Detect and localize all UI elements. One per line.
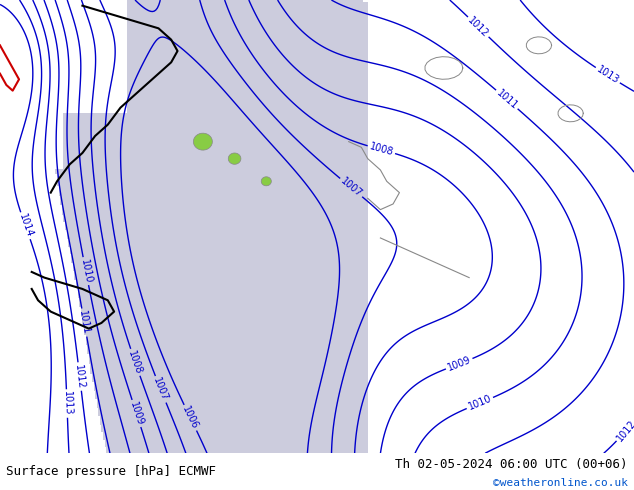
Text: 1011: 1011 (77, 310, 91, 336)
Text: 1007: 1007 (339, 176, 364, 199)
Text: 1012: 1012 (74, 364, 86, 390)
Text: 1011: 1011 (495, 88, 519, 111)
Text: 1013: 1013 (595, 65, 621, 86)
Text: Surface pressure [hPa] ECMWF: Surface pressure [hPa] ECMWF (6, 465, 216, 478)
Text: 1008: 1008 (127, 349, 144, 375)
Text: 1014: 1014 (16, 213, 34, 239)
Text: 1007: 1007 (152, 376, 170, 403)
Text: Th 02-05-2024 06:00 UTC (00+06): Th 02-05-2024 06:00 UTC (00+06) (395, 458, 628, 471)
Text: 1012: 1012 (614, 417, 634, 443)
Text: 1009: 1009 (128, 400, 145, 427)
Text: 1010: 1010 (467, 393, 493, 413)
Text: 1012: 1012 (466, 15, 491, 39)
Text: 1010: 1010 (79, 258, 93, 284)
Text: 1006: 1006 (181, 405, 200, 431)
Text: 1009: 1009 (446, 355, 472, 373)
Text: ©weatheronline.co.uk: ©weatheronline.co.uk (493, 478, 628, 488)
Text: 1008: 1008 (368, 142, 394, 158)
Text: 1013: 1013 (61, 391, 72, 416)
